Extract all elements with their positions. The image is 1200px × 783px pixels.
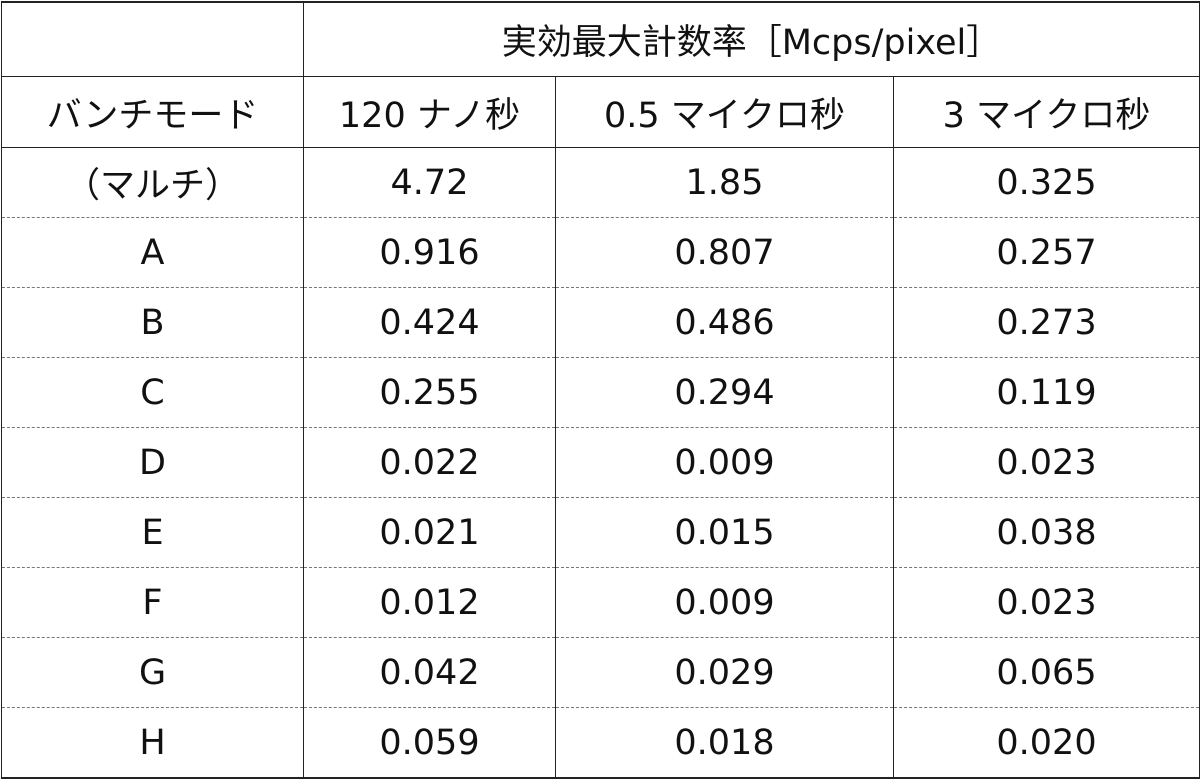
row-label: F [1,567,304,638]
data-row: E 0.021 0.015 0.038 [1,497,1200,568]
value-cell: 0.029 [555,637,894,708]
value-cell: 0.059 [303,707,556,779]
value-cell: 0.486 [555,287,894,358]
data-row: F 0.012 0.009 0.023 [1,567,1200,638]
row-label: （マルチ） [1,147,304,218]
value-cell: 0.018 [555,707,894,779]
value-cell: 0.065 [893,637,1200,708]
column-header: 120 ナノ秒 [303,76,556,148]
value-cell: 0.023 [893,567,1200,638]
value-cell: 0.807 [555,217,894,288]
value-cell: 0.255 [303,357,556,428]
header-row: 実効最大計数率［Mcps/pixel］ [1,1,1200,77]
value-cell: 0.119 [893,357,1200,428]
value-cell: 0.015 [555,497,894,568]
value-cell: 0.042 [303,637,556,708]
value-cell: 0.257 [893,217,1200,288]
row-label: B [1,287,304,358]
value-cell: 0.020 [893,707,1200,779]
group-title: 実効最大計数率［Mcps/pixel］ [303,1,1200,77]
value-cell: 1.85 [555,147,894,218]
data-row: C 0.255 0.294 0.119 [1,357,1200,428]
row-label: A [1,217,304,288]
data-row: G 0.042 0.029 0.065 [1,637,1200,708]
row-label: D [1,427,304,498]
value-cell: 0.038 [893,497,1200,568]
row-label-header: バンチモード [1,76,304,148]
value-cell: 0.023 [893,427,1200,498]
value-cell: 0.294 [555,357,894,428]
column-header: 0.5 マイクロ秒 [555,76,894,148]
row-label: E [1,497,304,568]
row-label: G [1,637,304,708]
value-cell: 0.021 [303,497,556,568]
value-cell: 0.022 [303,427,556,498]
column-header: 3 マイクロ秒 [893,76,1200,148]
data-row: （マルチ） 4.72 1.85 0.325 [1,147,1200,218]
data-row: B 0.424 0.486 0.273 [1,287,1200,358]
data-row: H 0.059 0.018 0.020 [1,707,1200,779]
value-cell: 4.72 [303,147,556,218]
value-cell: 0.424 [303,287,556,358]
value-cell: 0.325 [893,147,1200,218]
row-label: H [1,707,304,779]
value-cell: 0.009 [555,567,894,638]
data-row: A 0.916 0.807 0.257 [1,217,1200,288]
value-cell: 0.009 [555,427,894,498]
value-cell: 0.916 [303,217,556,288]
empty-cell [1,1,304,77]
value-cell: 0.273 [893,287,1200,358]
data-row: D 0.022 0.009 0.023 [1,427,1200,498]
header-row: バンチモード 120 ナノ秒 0.5 マイクロ秒 3 マイクロ秒 [1,76,1200,148]
row-label: C [1,357,304,428]
value-cell: 0.012 [303,567,556,638]
